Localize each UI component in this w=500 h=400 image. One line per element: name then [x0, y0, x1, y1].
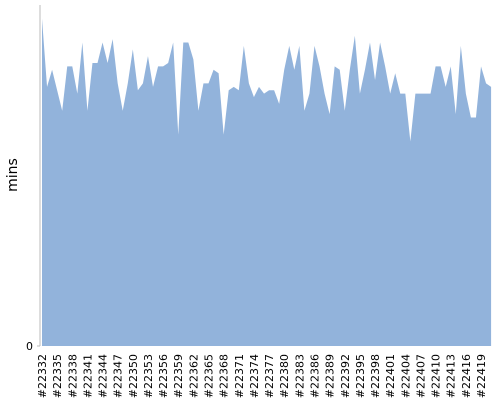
x-tick-label: #22338	[66, 354, 79, 398]
x-tick-label: #22365	[203, 354, 216, 398]
x-tick-label: #22383	[293, 354, 306, 398]
x-tick-label: #22344	[97, 354, 110, 398]
y-axis-label: mins	[5, 158, 21, 192]
x-tick-label: #22362	[187, 354, 200, 398]
x-tick-label: #22356	[157, 354, 170, 398]
x-tick-label: #22335	[51, 354, 64, 398]
x-tick-label: #22413	[445, 354, 458, 398]
x-tick-label: #22350	[127, 354, 140, 398]
x-tick-label: #22374	[248, 354, 261, 398]
x-tick-label: #22332	[36, 354, 49, 398]
x-tick-label: #22398	[369, 354, 382, 398]
x-tick-label: #22395	[354, 354, 367, 398]
x-tick-label: #22401	[384, 354, 397, 398]
x-tick-label: #22404	[399, 354, 412, 398]
x-tick-label: #22341	[81, 354, 94, 398]
x-tick-label: #22419	[475, 354, 488, 398]
x-tick-label: #22359	[172, 354, 185, 398]
x-tick-label: #22389	[324, 354, 337, 398]
x-tick-label: #22392	[339, 354, 352, 398]
x-tick-label: #22386	[308, 354, 321, 398]
x-tick-label: #22380	[278, 354, 291, 398]
x-tick-label: #22410	[430, 354, 443, 398]
x-tick-label: #22371	[233, 354, 246, 398]
y-tick-label: 0	[26, 340, 33, 353]
area	[42, 18, 492, 346]
x-tick-label: #22347	[112, 354, 125, 398]
x-tick-label: #22377	[263, 354, 276, 398]
x-tick-label: #22407	[414, 354, 427, 398]
x-tick-label: #22368	[218, 354, 231, 398]
x-tick-label: #22353	[142, 354, 155, 398]
x-tick-label: #22416	[460, 354, 473, 398]
